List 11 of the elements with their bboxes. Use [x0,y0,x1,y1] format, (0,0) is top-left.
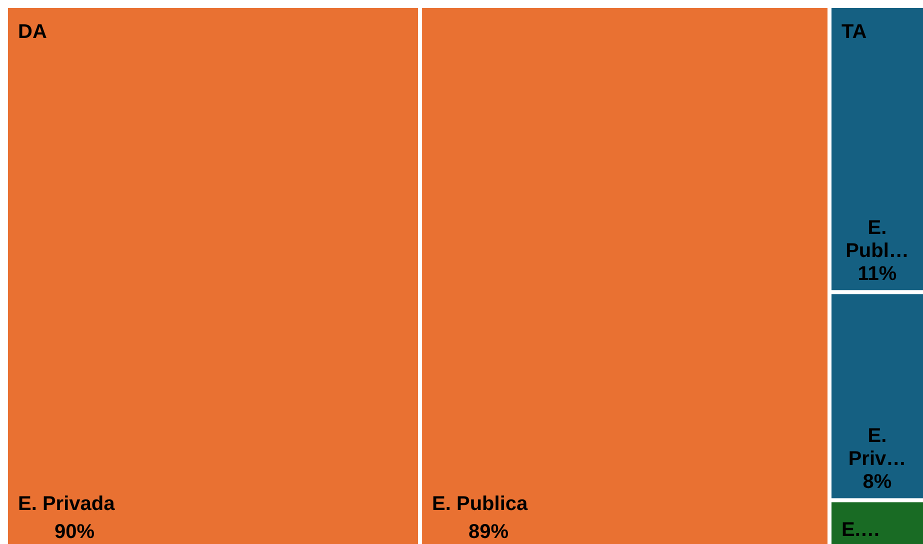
data-label: 8% [862,471,892,494]
data-label: 11% [858,263,897,286]
category-label: E. Publ… [846,217,909,262]
series-label: TA [841,21,867,43]
category-label: E. Publica [432,493,529,515]
category-label: E. Privada [18,493,116,515]
series-label: DA [18,21,47,43]
data-label: 89% [468,521,509,543]
category-label: E.… [841,519,880,542]
data-label: 90% [54,521,95,543]
category-label: E. Priv… [848,425,906,470]
